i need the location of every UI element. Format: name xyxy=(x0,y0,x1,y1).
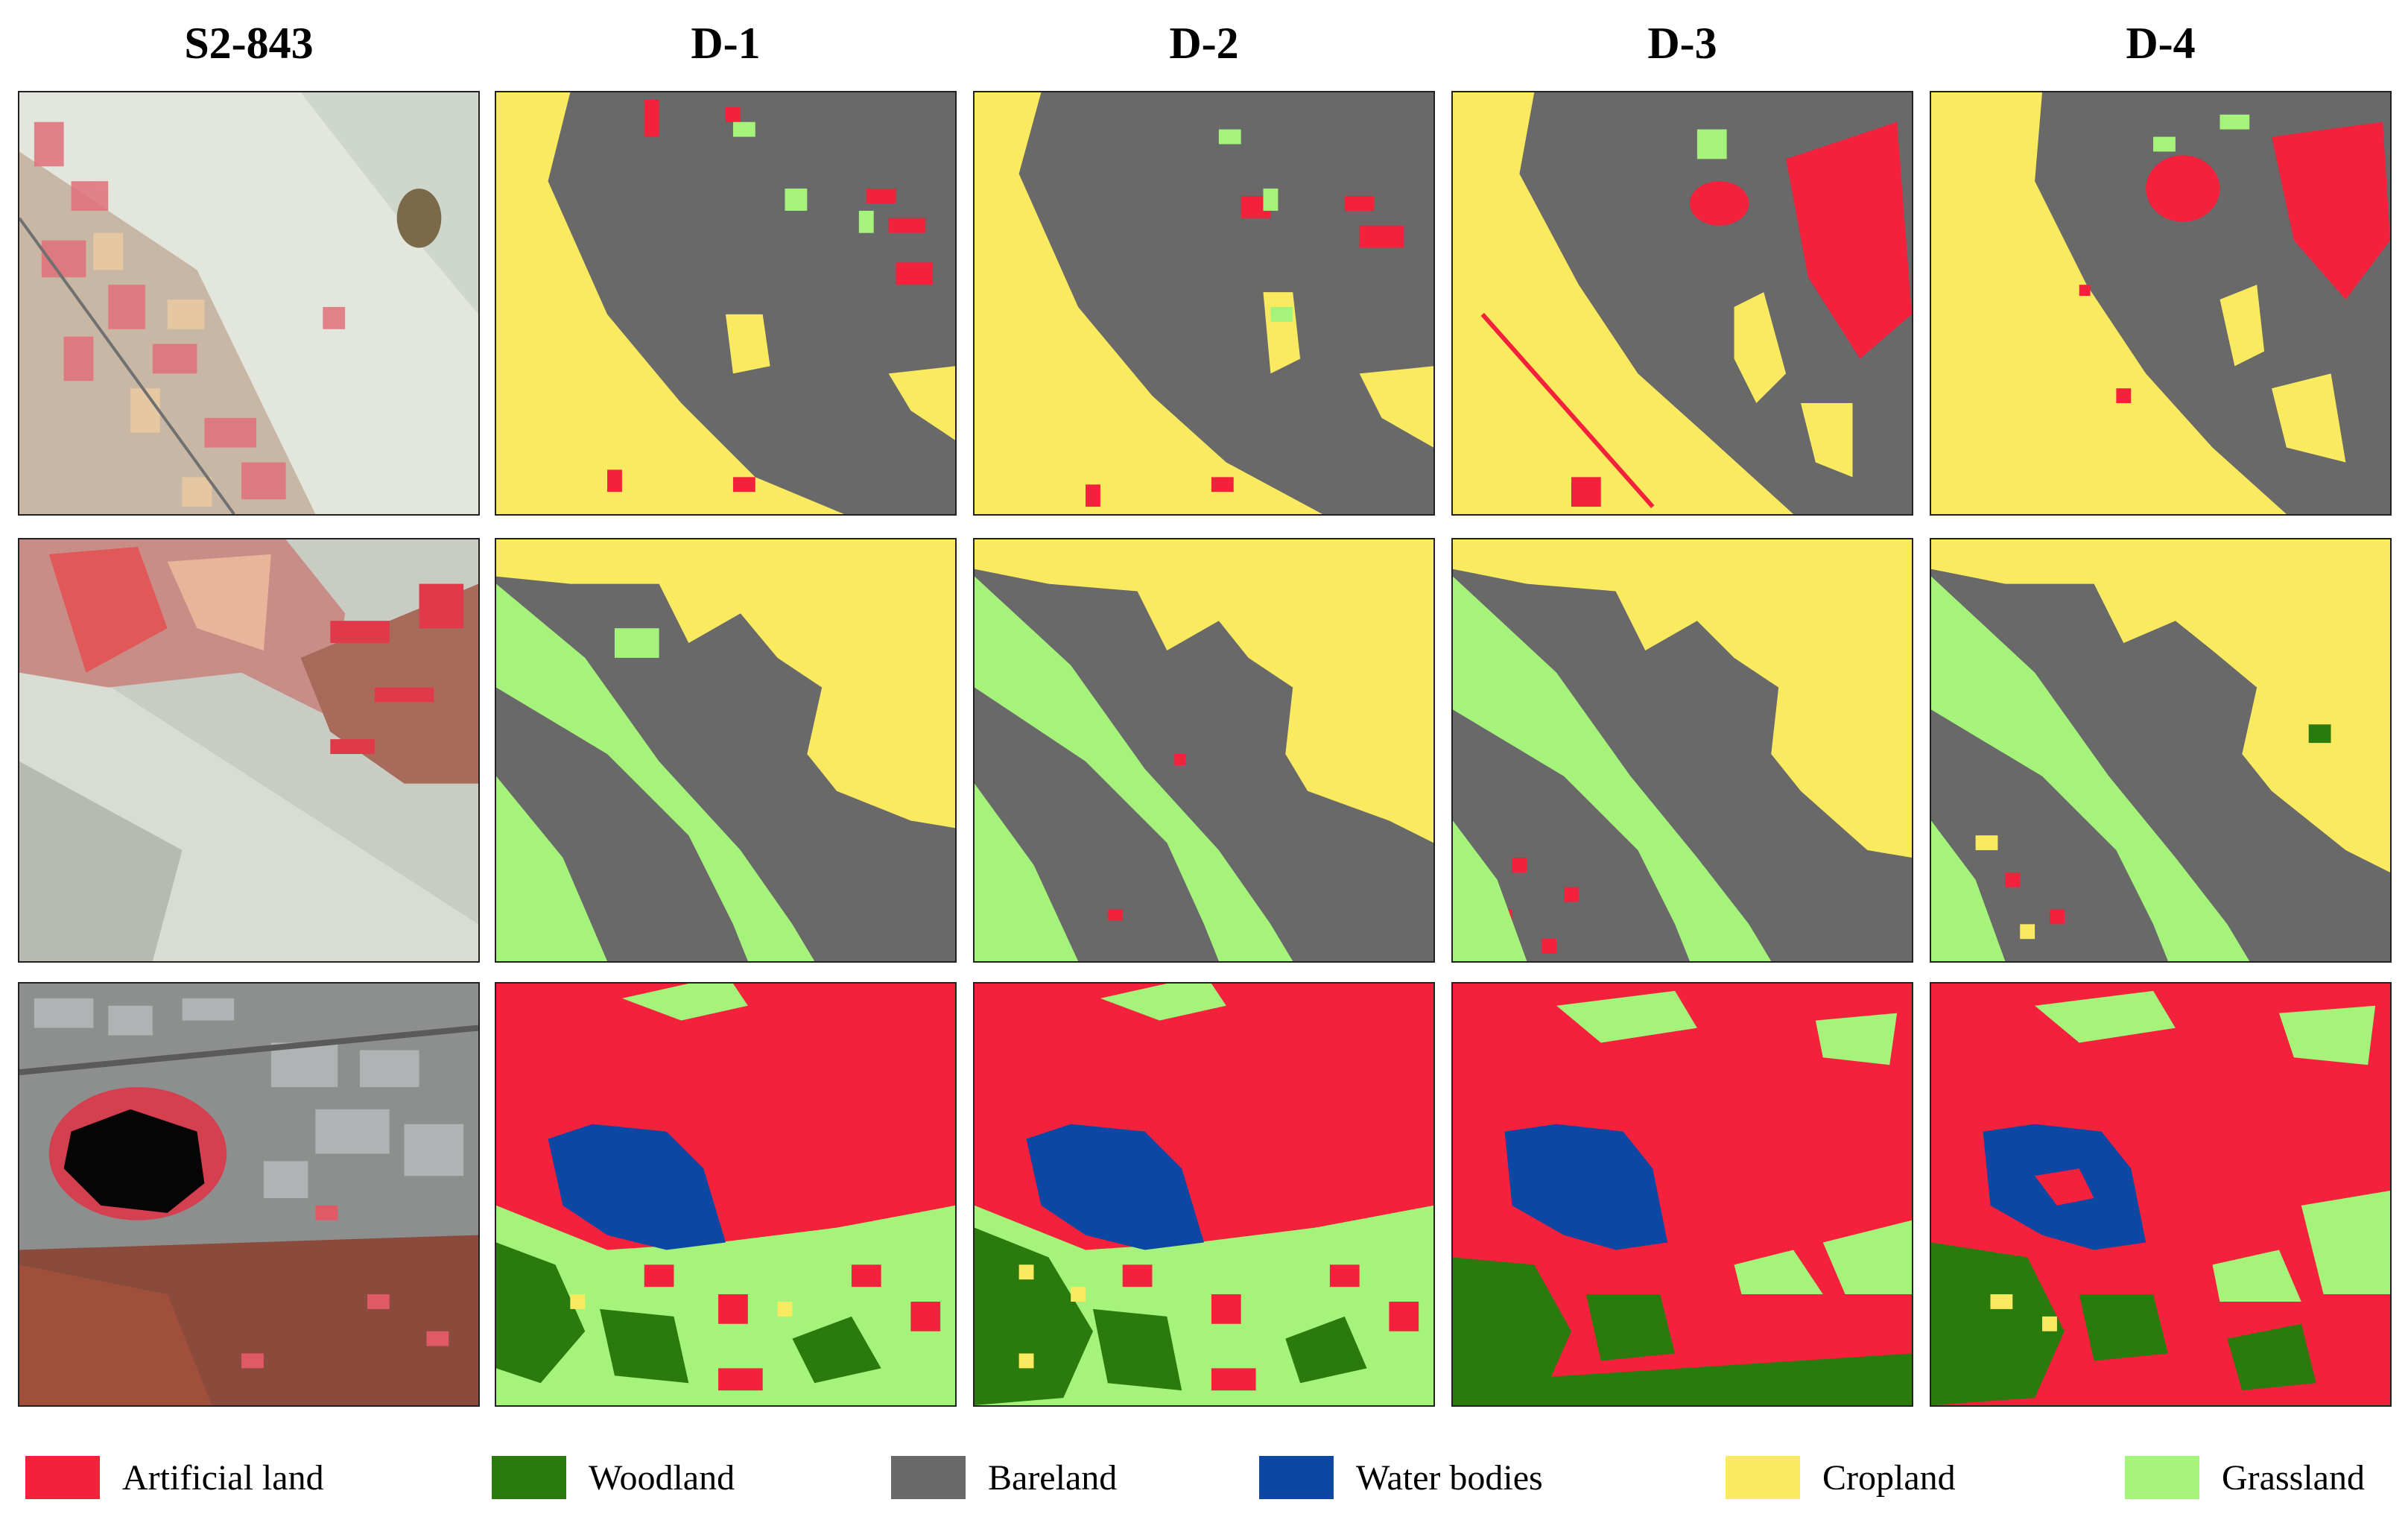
legend-label-cropland: Cropland xyxy=(1822,1457,1956,1498)
classification-map-d4-row3 xyxy=(1930,982,2392,1407)
classification-map-d3-row1 xyxy=(1451,91,1913,516)
legend-label-woodland: Woodland xyxy=(589,1457,735,1498)
classification-map-d2-row1 xyxy=(973,91,1435,516)
legend-swatch-artificial-land xyxy=(25,1456,100,1499)
classification-map-d2-row2 xyxy=(973,538,1435,963)
classification-map-d4-row1 xyxy=(1930,91,2392,516)
legend-item-artificial-land: Artificial land xyxy=(25,1451,324,1504)
satellite-image-row1 xyxy=(18,91,480,516)
classification-map-d1-row3 xyxy=(495,982,957,1407)
legend-label-water-bodies: Water bodies xyxy=(1356,1457,1543,1498)
legend-item-cropland: Cropland xyxy=(1726,1451,1956,1504)
legend-swatch-cropland xyxy=(1726,1456,1800,1499)
legend-label-grassland: Grassland xyxy=(2222,1457,2365,1498)
legend-item-bareland: Bareland xyxy=(891,1451,1117,1504)
column-title-s2: S2-843 xyxy=(184,19,314,68)
column-title-d3: D-3 xyxy=(1647,19,1717,68)
classification-map-d1-row2 xyxy=(495,538,957,963)
legend-item-grassland: Grassland xyxy=(2125,1451,2365,1504)
legend-item-water-bodies: Water bodies xyxy=(1259,1451,1543,1504)
legend-item-woodland: Woodland xyxy=(492,1451,735,1504)
satellite-image-row3 xyxy=(18,982,480,1407)
column-title-d4: D-4 xyxy=(2126,19,2196,68)
classification-map-d2-row3 xyxy=(973,982,1435,1407)
column-title-d1: D-1 xyxy=(691,19,761,68)
satellite-image-row2 xyxy=(18,538,480,963)
legend-swatch-water-bodies xyxy=(1259,1456,1334,1499)
legend-label-bareland: Bareland xyxy=(988,1457,1118,1498)
classification-map-d3-row2 xyxy=(1451,538,1913,963)
legend-swatch-grassland xyxy=(2125,1456,2199,1499)
legend-swatch-woodland xyxy=(492,1456,566,1499)
classification-map-d3-row3 xyxy=(1451,982,1913,1407)
column-title-d2: D-2 xyxy=(1169,19,1239,68)
classification-map-d4-row2 xyxy=(1930,538,2392,963)
legend-label-artificial-land: Artificial land xyxy=(122,1457,324,1498)
classification-map-d1-row1 xyxy=(495,91,957,516)
legend-swatch-bareland xyxy=(891,1456,966,1499)
